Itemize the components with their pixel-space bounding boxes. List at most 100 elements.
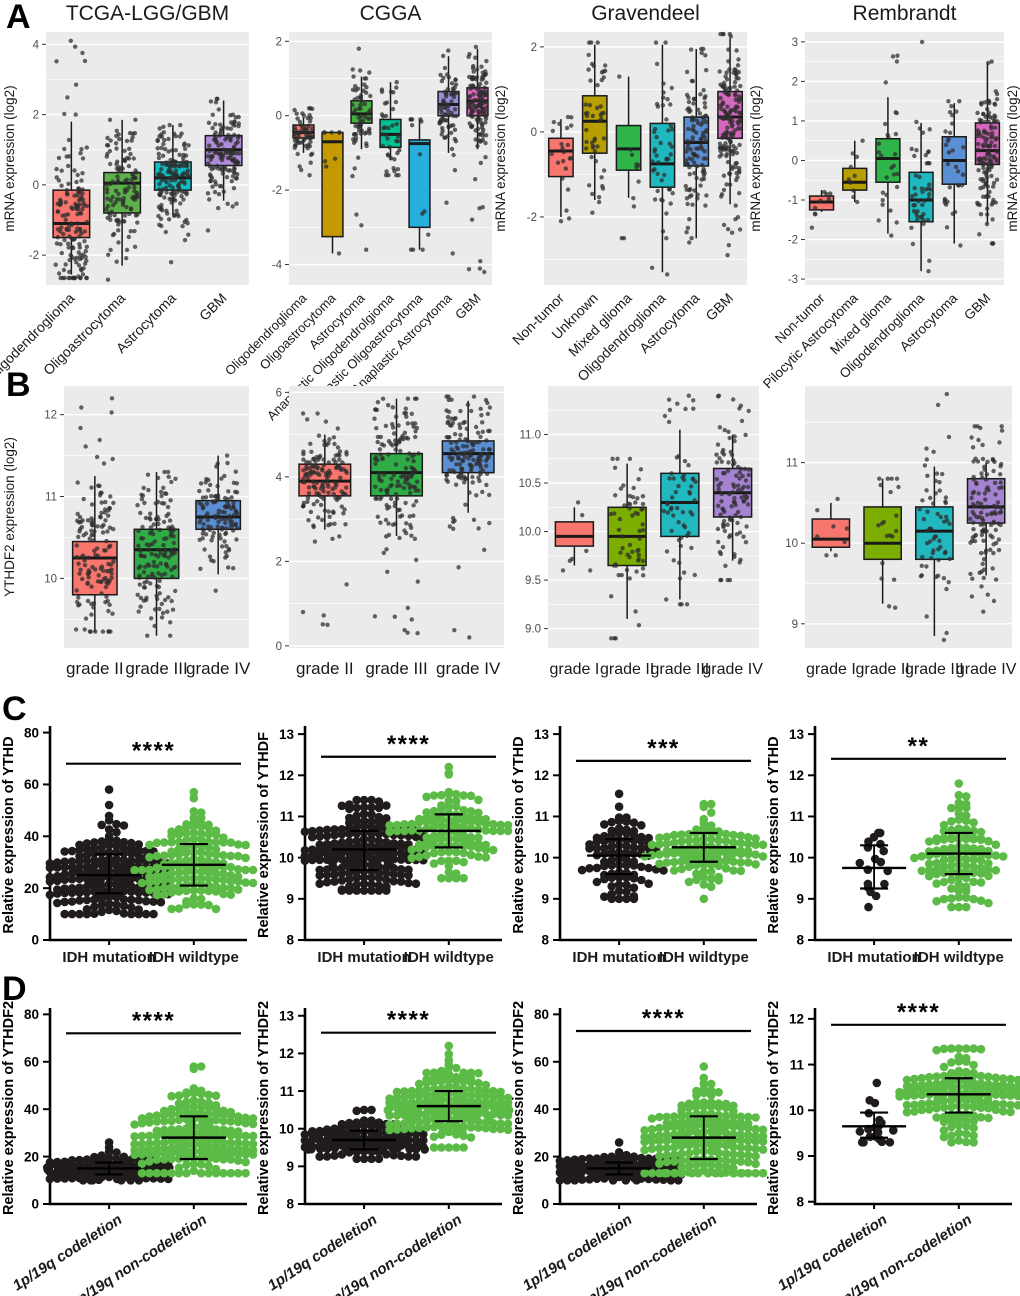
- svg-text:****: ****: [132, 1007, 175, 1034]
- panel-label-a: A: [6, 0, 31, 36]
- svg-text:9: 9: [286, 892, 294, 907]
- svg-text:10.5: 10.5: [519, 478, 541, 490]
- svg-text:IDH wildtype: IDH wildtype: [914, 949, 1004, 966]
- svg-text:grade II: grade II: [296, 659, 354, 678]
- svg-text:11: 11: [280, 1084, 295, 1099]
- svg-text:11: 11: [786, 458, 798, 470]
- svg-text:grade III: grade III: [651, 661, 710, 678]
- svg-text:IDH mutation: IDH mutation: [62, 949, 155, 966]
- svg-text:mRNA expression (log2): mRNA expression (log2): [1005, 85, 1020, 231]
- svg-text:grade III: grade III: [125, 659, 187, 678]
- svg-text:2: 2: [531, 42, 537, 54]
- svg-text:11: 11: [45, 492, 57, 504]
- svg-text:8: 8: [286, 1197, 294, 1212]
- panel-label-d: D: [2, 970, 27, 1008]
- svg-text:2: 2: [276, 556, 282, 568]
- svg-text:8: 8: [286, 933, 294, 948]
- svg-text:0: 0: [31, 933, 39, 948]
- svg-text:10: 10: [785, 538, 798, 550]
- svg-text:10: 10: [534, 850, 549, 865]
- svg-text:**: **: [908, 733, 930, 760]
- svg-text:IDH mutation: IDH mutation: [827, 949, 920, 966]
- svg-text:9: 9: [541, 892, 549, 907]
- svg-text:10: 10: [279, 850, 294, 865]
- svg-text:GBM: GBM: [702, 290, 736, 324]
- svg-text:60: 60: [24, 1055, 39, 1070]
- svg-text:0: 0: [31, 1197, 39, 1212]
- svg-text:mRNA expression (log2): mRNA expression (log2): [748, 85, 763, 231]
- svg-text:12: 12: [534, 768, 549, 783]
- svg-text:IDH wildtype: IDH wildtype: [659, 949, 749, 966]
- svg-text:9: 9: [286, 1159, 294, 1174]
- svg-text:13: 13: [279, 727, 295, 742]
- svg-text:mRNA expression (log2): mRNA expression (log2): [493, 85, 508, 231]
- svg-text:11: 11: [280, 809, 295, 824]
- svg-text:GBM: GBM: [961, 291, 993, 323]
- svg-text:-2: -2: [527, 212, 537, 224]
- svg-text:-3: -3: [788, 274, 798, 286]
- svg-text:grade IV: grade IV: [702, 661, 763, 678]
- svg-text:20: 20: [24, 881, 39, 896]
- svg-text:60: 60: [24, 777, 39, 792]
- svg-text:40: 40: [24, 1102, 39, 1117]
- svg-text:Oligodendroglioma: Oligodendroglioma: [0, 290, 78, 385]
- svg-text:GBM: GBM: [452, 291, 484, 323]
- svg-text:-2: -2: [788, 235, 798, 247]
- svg-text:9: 9: [792, 619, 798, 631]
- svg-text:Rembrandt: Rembrandt: [853, 2, 957, 25]
- svg-text:20: 20: [24, 1149, 39, 1164]
- svg-text:mRNA expression (log2): mRNA expression (log2): [2, 85, 17, 231]
- svg-text:10: 10: [44, 573, 57, 585]
- svg-text:Relative expression of YTHD: Relative expression of YTHD: [1, 736, 17, 933]
- svg-text:0: 0: [531, 127, 537, 139]
- svg-text:Relative expression of YTHDF: Relative expression of YTHDF: [256, 732, 272, 938]
- svg-text:grade IV: grade IV: [956, 661, 1017, 678]
- boxplot-tcga-lgg-gbm: -2024OligodendrogliomaOligoastrocytomaAs…: [0, 2, 249, 384]
- svg-text:13: 13: [789, 727, 805, 742]
- svg-text:9.5: 9.5: [525, 575, 541, 587]
- svg-text:9: 9: [796, 892, 804, 907]
- svg-text:CGGA: CGGA: [360, 2, 422, 25]
- svg-text:8: 8: [541, 933, 549, 948]
- svg-text:-1: -1: [788, 195, 798, 207]
- svg-text:Relative expression of YTHDF2: Relative expression of YTHDF2: [1, 1001, 17, 1215]
- svg-text:IDH wildtype: IDH wildtype: [404, 949, 494, 966]
- svg-text:-4: -4: [272, 260, 283, 272]
- svg-text:0: 0: [276, 641, 282, 653]
- svg-text:12: 12: [44, 410, 57, 422]
- svg-text:10: 10: [279, 1121, 294, 1136]
- svg-text:-2: -2: [29, 250, 39, 262]
- panel-label-c: C: [2, 690, 27, 728]
- svg-text:2: 2: [792, 76, 798, 88]
- svg-text:13: 13: [279, 1008, 295, 1023]
- svg-text:grade IV: grade IV: [436, 659, 501, 678]
- svg-text:Relative expression of YTHD: Relative expression of YTHD: [511, 736, 527, 933]
- svg-text:TCGA-LGG/GBM: TCGA-LGG/GBM: [66, 2, 229, 25]
- svg-text:13: 13: [534, 727, 550, 742]
- svg-text:0: 0: [276, 111, 282, 123]
- svg-text:3: 3: [792, 37, 798, 49]
- svg-text:grade II: grade II: [66, 659, 124, 678]
- svg-text:IDH mutation: IDH mutation: [317, 949, 410, 966]
- svg-text:Gravendeel: Gravendeel: [591, 2, 700, 25]
- svg-text:grade IV: grade IV: [186, 659, 251, 678]
- svg-text:8: 8: [796, 933, 804, 948]
- svg-text:0: 0: [33, 180, 39, 192]
- svg-text:4: 4: [33, 39, 40, 51]
- svg-text:****: ****: [132, 738, 175, 765]
- boxplot-cgga-histology: -4-202OligodendrogliomaOligoastrocytomaA…: [222, 2, 508, 423]
- svg-text:80: 80: [24, 1007, 39, 1022]
- panel-label-b: B: [6, 366, 31, 404]
- svg-text:4: 4: [276, 472, 283, 484]
